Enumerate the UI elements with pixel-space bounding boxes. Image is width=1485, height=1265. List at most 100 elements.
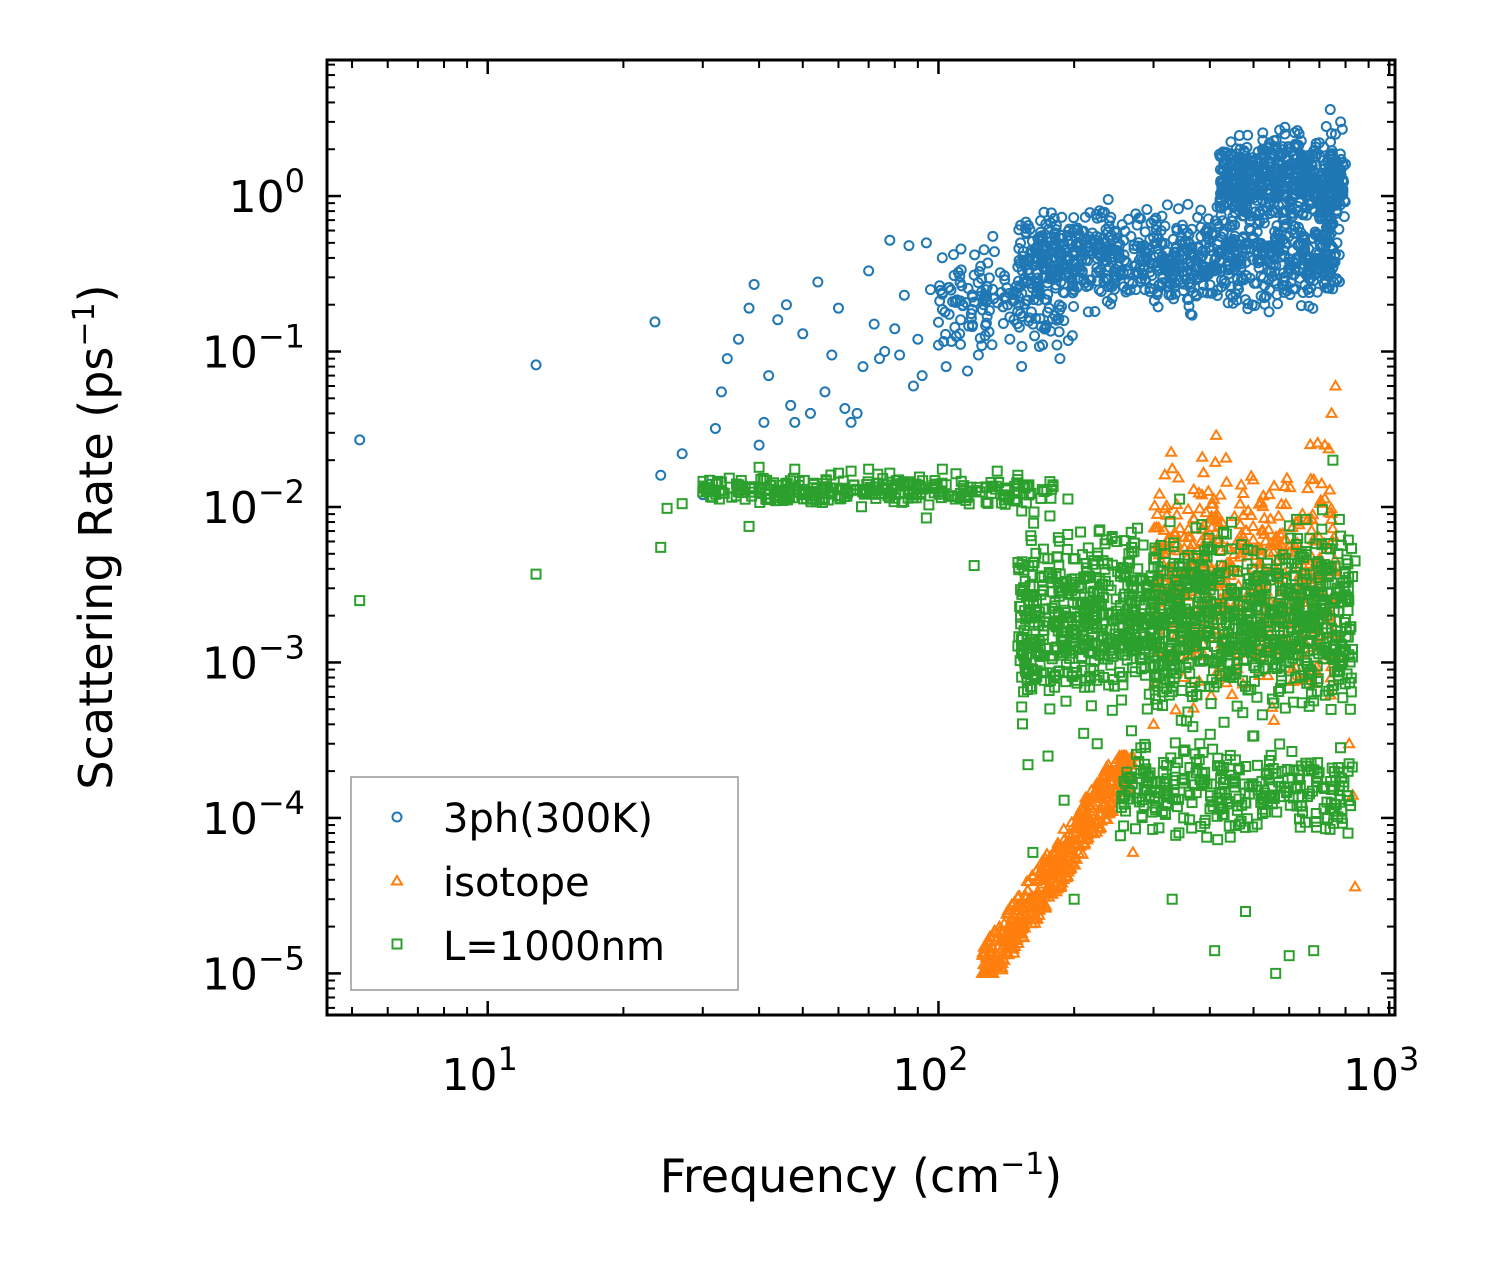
data-point-square	[1250, 634, 1262, 646]
data-point-triangle	[1081, 798, 1096, 811]
data-point-square	[1234, 818, 1246, 830]
data-point-triangle	[1068, 820, 1083, 833]
data-point-circle	[748, 278, 760, 290]
data-point-square	[1227, 610, 1239, 622]
data-point-triangle	[1084, 790, 1099, 803]
data-point-circle	[1168, 281, 1180, 293]
data-point-square	[1279, 702, 1291, 714]
data-point-circle	[1180, 274, 1192, 286]
data-point-square	[1149, 677, 1161, 689]
data-point-square	[1140, 777, 1152, 789]
data-point-square	[1213, 573, 1225, 585]
data-point-circle	[1114, 269, 1126, 281]
data-point-square	[1052, 532, 1064, 544]
data-point-square	[1045, 576, 1057, 588]
data-point-triangle	[1246, 519, 1260, 531]
data-point-square	[1283, 950, 1295, 962]
data-point-circle	[932, 316, 944, 328]
data-point-square	[1016, 505, 1028, 517]
data-point-square	[997, 489, 1009, 501]
data-point-square	[1083, 620, 1095, 632]
data-point-circle	[845, 416, 857, 428]
data-point-triangle	[1038, 901, 1053, 913]
data-point-triangle	[1204, 520, 1219, 532]
data-point-square	[1290, 672, 1302, 684]
data-point-square	[1149, 542, 1161, 554]
data-point-triangle	[1158, 501, 1173, 514]
data-point-square	[789, 463, 801, 475]
data-point-square	[1340, 644, 1352, 656]
data-point-circle	[894, 349, 906, 361]
data-point-square	[1050, 669, 1062, 681]
data-point-circle	[884, 234, 896, 246]
data-point-square	[1133, 594, 1145, 606]
data-point-circle	[1286, 260, 1298, 272]
data-point-circle	[1112, 249, 1124, 261]
data-point-square	[1308, 945, 1320, 957]
data-point-square	[676, 498, 688, 510]
data-point-circle	[1217, 215, 1229, 227]
data-point-triangle	[1236, 486, 1250, 498]
data-point-circle	[1016, 340, 1028, 352]
data-point-circle	[1256, 150, 1268, 162]
data-point-square	[1235, 815, 1247, 827]
data-point-square	[1290, 588, 1302, 600]
data-point-circle	[1095, 263, 1107, 275]
data-point-circle	[1251, 163, 1263, 175]
data-point-square	[1346, 542, 1358, 554]
data-point-square	[1261, 563, 1273, 575]
data-point-circle	[1163, 267, 1175, 279]
data-point-circle	[1314, 260, 1326, 272]
data-point-square	[1086, 623, 1098, 635]
data-point-triangle	[1094, 791, 1108, 804]
data-point-square	[940, 479, 952, 491]
data-point-circle	[1118, 281, 1130, 293]
data-point-triangle	[1021, 883, 1035, 895]
data-point-square	[1066, 623, 1078, 635]
data-point-square	[1016, 701, 1028, 713]
data-point-square	[1217, 526, 1229, 538]
data-point-triangle	[1012, 888, 1026, 901]
data-point-circle	[1062, 334, 1074, 346]
data-point-triangle	[1029, 912, 1043, 924]
data-point-square	[1270, 967, 1282, 979]
data-point-square	[1314, 574, 1326, 586]
data-point-circle	[1082, 306, 1094, 318]
data-point-circle	[1235, 202, 1247, 214]
data-point-circle	[1181, 227, 1193, 239]
data-point-circle	[1249, 300, 1261, 312]
data-point-square	[1333, 606, 1345, 618]
data-point-triangle	[1025, 868, 1039, 881]
data-point-circle	[1232, 273, 1244, 285]
data-point-square	[1076, 664, 1088, 676]
data-point-square	[955, 492, 967, 504]
data-point-square	[1329, 594, 1341, 606]
data-point-square	[1180, 661, 1192, 673]
data-point-square	[1125, 575, 1137, 587]
y-tick-label: 10−4	[202, 784, 305, 845]
data-point-triangle	[1348, 879, 1362, 892]
data-point-square	[1117, 649, 1129, 661]
data-point-square	[1053, 585, 1065, 597]
data-point-circle	[1153, 248, 1165, 260]
data-point-square	[354, 595, 366, 607]
data-point-circle	[1156, 277, 1168, 289]
data-point-square	[1330, 774, 1342, 786]
data-point-circle	[940, 328, 952, 340]
data-point-triangle	[1173, 521, 1187, 533]
data-point-square	[1186, 797, 1198, 809]
data-point-circle	[1322, 249, 1334, 261]
data-point-square	[1064, 579, 1076, 591]
data-point-square	[1068, 893, 1080, 905]
data-point-square	[1159, 547, 1171, 559]
data-point-triangle	[1057, 822, 1071, 834]
data-point-circle	[974, 332, 986, 344]
data-point-square	[1151, 672, 1163, 684]
data-point-circle	[978, 244, 990, 256]
data-point-circle	[1271, 289, 1283, 301]
data-point-square	[820, 474, 832, 486]
data-point-circle	[1152, 301, 1164, 313]
data-point-square	[1168, 630, 1180, 642]
data-point-square	[1252, 627, 1264, 639]
